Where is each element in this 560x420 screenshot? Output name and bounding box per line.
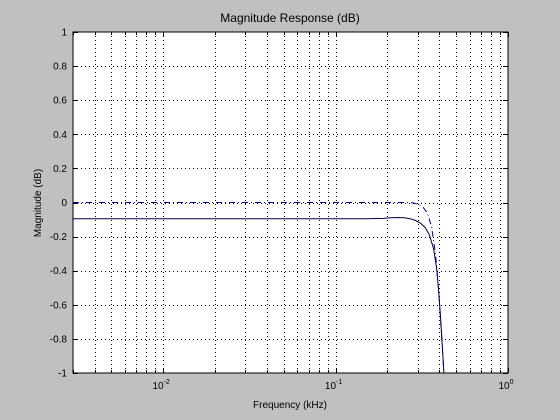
grid — [73, 32, 508, 373]
y-tick-label: 1 — [61, 28, 67, 39]
ticks — [73, 32, 509, 374]
y-tick-label: -0.8 — [50, 334, 68, 345]
x-axis-label: Frequency (kHz) — [253, 400, 327, 411]
y-axis-label: Magnitude (dB) — [33, 169, 44, 237]
y-tick-label: 0.2 — [53, 164, 67, 175]
y-tick-label: 0.6 — [53, 96, 67, 107]
y-tick-label: -0.4 — [50, 266, 68, 277]
series-layer — [73, 202, 445, 374]
x-tick-label: 10-2 — [152, 379, 169, 392]
y-tick-label: -0.2 — [50, 232, 68, 243]
y-tick-label: 0 — [61, 198, 67, 209]
x-tick-label: 100 — [498, 379, 513, 392]
x-tick-label: 10-1 — [325, 379, 342, 392]
chart-title: Magnitude Response (dB) — [220, 11, 359, 25]
y-tick-label: -1 — [58, 369, 67, 380]
plot-frame — [72, 31, 509, 374]
tick-labels: -1 -0.8 -0.6 -0.4 -0.2 0 0.2 0.4 0.6 0.8 1 10-2 10-1… — [50, 28, 514, 393]
y-tick-label: -0.6 — [50, 300, 68, 311]
y-tick-label: 0.4 — [53, 130, 67, 141]
y-tick-label: 0.8 — [53, 62, 67, 73]
